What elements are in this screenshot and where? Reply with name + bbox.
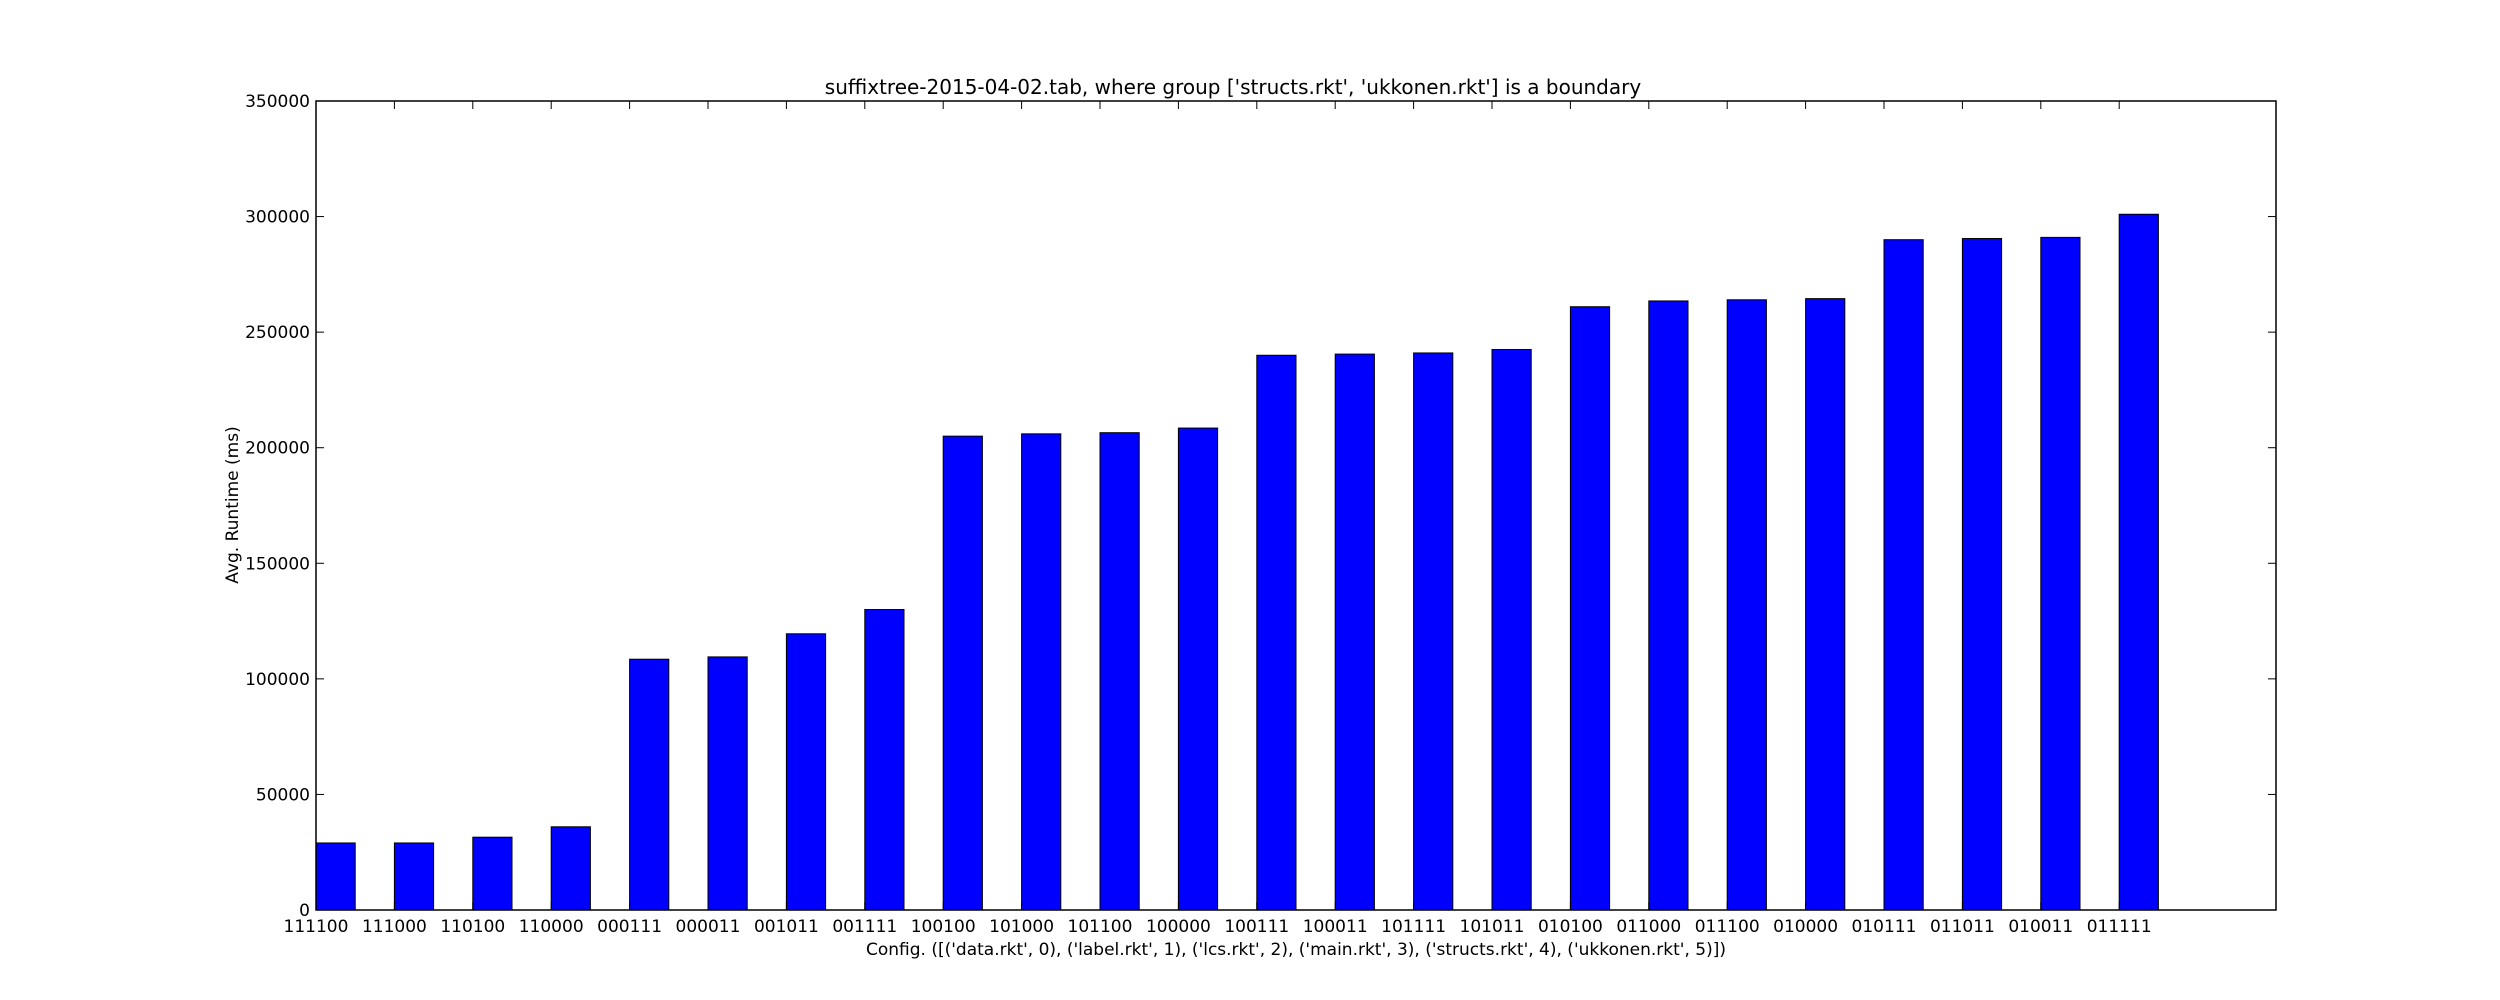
y-tick-label: 250000 [245, 323, 310, 343]
bar-110100 [472, 836, 513, 911]
bar-010000 [1805, 298, 1846, 911]
bar-100011 [1334, 353, 1375, 911]
x-tick-label: 010000 [1773, 917, 1838, 937]
x-tick-label: 110100 [440, 917, 505, 937]
x-tick-label: 111000 [362, 917, 427, 937]
y-tick-label: 100000 [245, 670, 310, 690]
y-tick-label: 0 [299, 901, 310, 921]
x-axis-label: Config. ([('data.rkt', 0), ('label.rkt',… [866, 940, 1726, 960]
bar-011100 [1726, 299, 1767, 911]
x-tick-label: 011100 [1695, 917, 1760, 937]
x-tick-label: 100100 [911, 917, 976, 937]
bar-001011 [785, 633, 827, 911]
x-tick-label: 101000 [989, 917, 1054, 937]
x-tick-label: 100111 [1224, 917, 1289, 937]
x-tick-label: 011111 [2087, 917, 2152, 937]
x-tick-label: 011000 [1616, 917, 1681, 937]
x-tick-label: 001111 [832, 917, 897, 937]
y-tick-label: 300000 [245, 208, 310, 228]
x-tick-label: 100011 [1303, 917, 1368, 937]
x-tick-label: 010100 [1538, 917, 1603, 937]
bar-111000 [393, 842, 435, 911]
bar-100000 [1177, 427, 1219, 911]
x-tick-label: 011011 [1930, 917, 1995, 937]
bar-110000 [550, 826, 591, 911]
plot-area-frame [315, 100, 2277, 911]
x-tick-label: 101011 [1460, 917, 1525, 937]
x-tick-label: 001011 [754, 917, 819, 937]
x-tick-label: 010111 [1852, 917, 1917, 937]
bar-001111 [864, 609, 905, 911]
bar-010011 [2040, 236, 2081, 911]
bar-101000 [1021, 433, 1062, 911]
x-tick-label: 000111 [597, 917, 662, 937]
bar-011000 [1648, 300, 1689, 911]
y-axis: 0 50000 100000 150000 200000 250000 300000 3500… [245, 92, 2276, 921]
y-tick-label: 350000 [245, 92, 310, 112]
bar-101111 [1413, 352, 1454, 911]
y-axis-label: Avg. Runtime (ms) [223, 426, 243, 583]
y-tick-label: 200000 [245, 439, 310, 459]
bar-101100 [1099, 432, 1140, 911]
bar-000111 [629, 658, 670, 911]
y-tick-label: 50000 [256, 785, 310, 805]
y-tick-label: 150000 [245, 554, 310, 574]
bar-111100 [315, 842, 356, 911]
x-tick-label: 101111 [1381, 917, 1446, 937]
x-tick-label: 100000 [1146, 917, 1211, 937]
x-tick-label: 010011 [2008, 917, 2073, 937]
bar-100100 [942, 435, 983, 911]
bar-011111 [2118, 213, 2159, 911]
bar-010100 [1569, 306, 1611, 911]
chart-title: suffixtree-2015-04-02.tab, where group [… [825, 75, 1642, 99]
x-tick-label: 101100 [1068, 917, 1133, 937]
bars-group [315, 213, 2159, 911]
bar-010111 [1883, 239, 1924, 911]
x-tick-label: 110000 [519, 917, 584, 937]
bar-011011 [1961, 238, 2003, 911]
x-axis: 111100 111000 110100 110000 000111 000011 0010… [284, 101, 2152, 937]
bar-100111 [1256, 354, 1297, 911]
x-tick-label: 111100 [284, 917, 349, 937]
x-tick-label: 000011 [676, 917, 741, 937]
bar-000011 [707, 656, 748, 911]
bar-101011 [1491, 348, 1532, 911]
